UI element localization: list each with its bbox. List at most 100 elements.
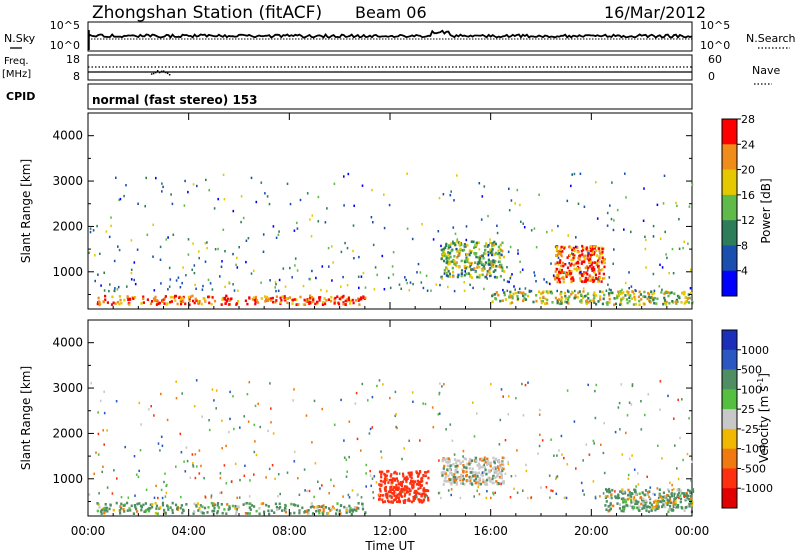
data-cell [603, 265, 606, 269]
x-tick-label: 08:00 [272, 524, 307, 538]
data-cell [622, 509, 625, 513]
data-cell [427, 496, 430, 500]
data-cell [228, 507, 231, 510]
data-cell [555, 248, 559, 251]
data-cell [103, 289, 106, 292]
data-cell [318, 299, 321, 302]
data-cell [123, 510, 126, 513]
data-cell [443, 259, 446, 263]
data-cell [492, 243, 495, 246]
data-cell [277, 289, 280, 292]
data-cell [133, 504, 136, 507]
freq-point [166, 72, 169, 75]
data-cell [128, 507, 131, 510]
data-cell [440, 471, 443, 474]
data-cell [284, 285, 287, 288]
data-cell [586, 249, 589, 253]
data-cell [631, 492, 634, 496]
data-cell [254, 440, 256, 443]
data-cell [572, 278, 575, 281]
data-cell [183, 204, 186, 207]
data-cell [543, 278, 545, 281]
data-cell [631, 290, 635, 294]
data-cell [594, 273, 597, 277]
data-cell [222, 228, 225, 231]
data-cell [582, 246, 585, 250]
data-cell [556, 280, 559, 284]
data-cell [642, 500, 645, 503]
data-cell [185, 274, 187, 277]
data-cell [383, 487, 386, 490]
data-cell [207, 506, 210, 509]
data-cell [269, 382, 271, 385]
data-cell [168, 285, 171, 288]
data-cell [368, 432, 371, 435]
data-cell [270, 421, 272, 424]
data-cell [492, 481, 495, 485]
data-cell [441, 471, 445, 474]
data-cell [312, 298, 315, 301]
data-cell [660, 497, 663, 500]
data-cell [554, 277, 557, 281]
data-cell [246, 512, 249, 515]
data-cell [415, 471, 418, 475]
data-cell [394, 470, 397, 474]
data-cell [409, 489, 412, 493]
data-cell [422, 488, 425, 492]
data-cell [559, 292, 562, 296]
data-cell [631, 384, 634, 388]
data-cell [557, 263, 560, 266]
velocity-colorbar-label-main: Velocity [m s [757, 386, 771, 463]
data-cell [250, 176, 253, 180]
data-cell [272, 300, 275, 304]
data-cell [622, 500, 625, 504]
data-cell [599, 252, 602, 255]
data-cell [577, 261, 580, 265]
colorbar-bin [722, 349, 737, 370]
data-cell [560, 276, 563, 280]
data-cell [404, 276, 406, 279]
data-cell [637, 500, 640, 504]
data-cell [275, 299, 278, 302]
data-cell [380, 473, 383, 476]
data-cell [382, 383, 384, 386]
data-cell [465, 466, 468, 470]
data-cell [421, 501, 424, 504]
data-cell [476, 474, 479, 478]
data-cell [475, 252, 478, 255]
data-cell [333, 182, 336, 185]
data-cell [516, 295, 519, 298]
data-cell [501, 461, 504, 465]
data-cell [498, 443, 501, 446]
data-cell [683, 492, 686, 495]
data-cell [301, 506, 304, 510]
data-cell [472, 286, 474, 290]
data-cell [440, 244, 442, 248]
data-cell [677, 504, 680, 507]
data-cell [464, 474, 468, 478]
nsky-panel: N.Sky 10^5 10^0 10^5 10^0 N.Search [4, 19, 796, 52]
data-cell [265, 298, 268, 301]
data-cell [465, 272, 468, 276]
data-cell [541, 439, 544, 442]
data-cell [362, 271, 365, 275]
data-cell [444, 252, 447, 256]
data-cell [502, 288, 504, 292]
data-cell [656, 499, 660, 503]
data-cell [313, 399, 316, 403]
data-cell [662, 495, 665, 499]
data-cell [408, 289, 411, 292]
data-cell [255, 509, 258, 513]
data-cell [483, 287, 485, 291]
data-cell [450, 478, 453, 481]
data-cell [447, 254, 450, 257]
data-cell [113, 469, 115, 472]
data-cell [243, 474, 246, 477]
data-cell [659, 263, 661, 266]
data-cell [358, 303, 361, 306]
data-cell [580, 301, 583, 304]
data-cell [487, 254, 490, 257]
data-cell [442, 483, 445, 486]
data-cell [448, 260, 451, 263]
data-cell [361, 184, 364, 187]
